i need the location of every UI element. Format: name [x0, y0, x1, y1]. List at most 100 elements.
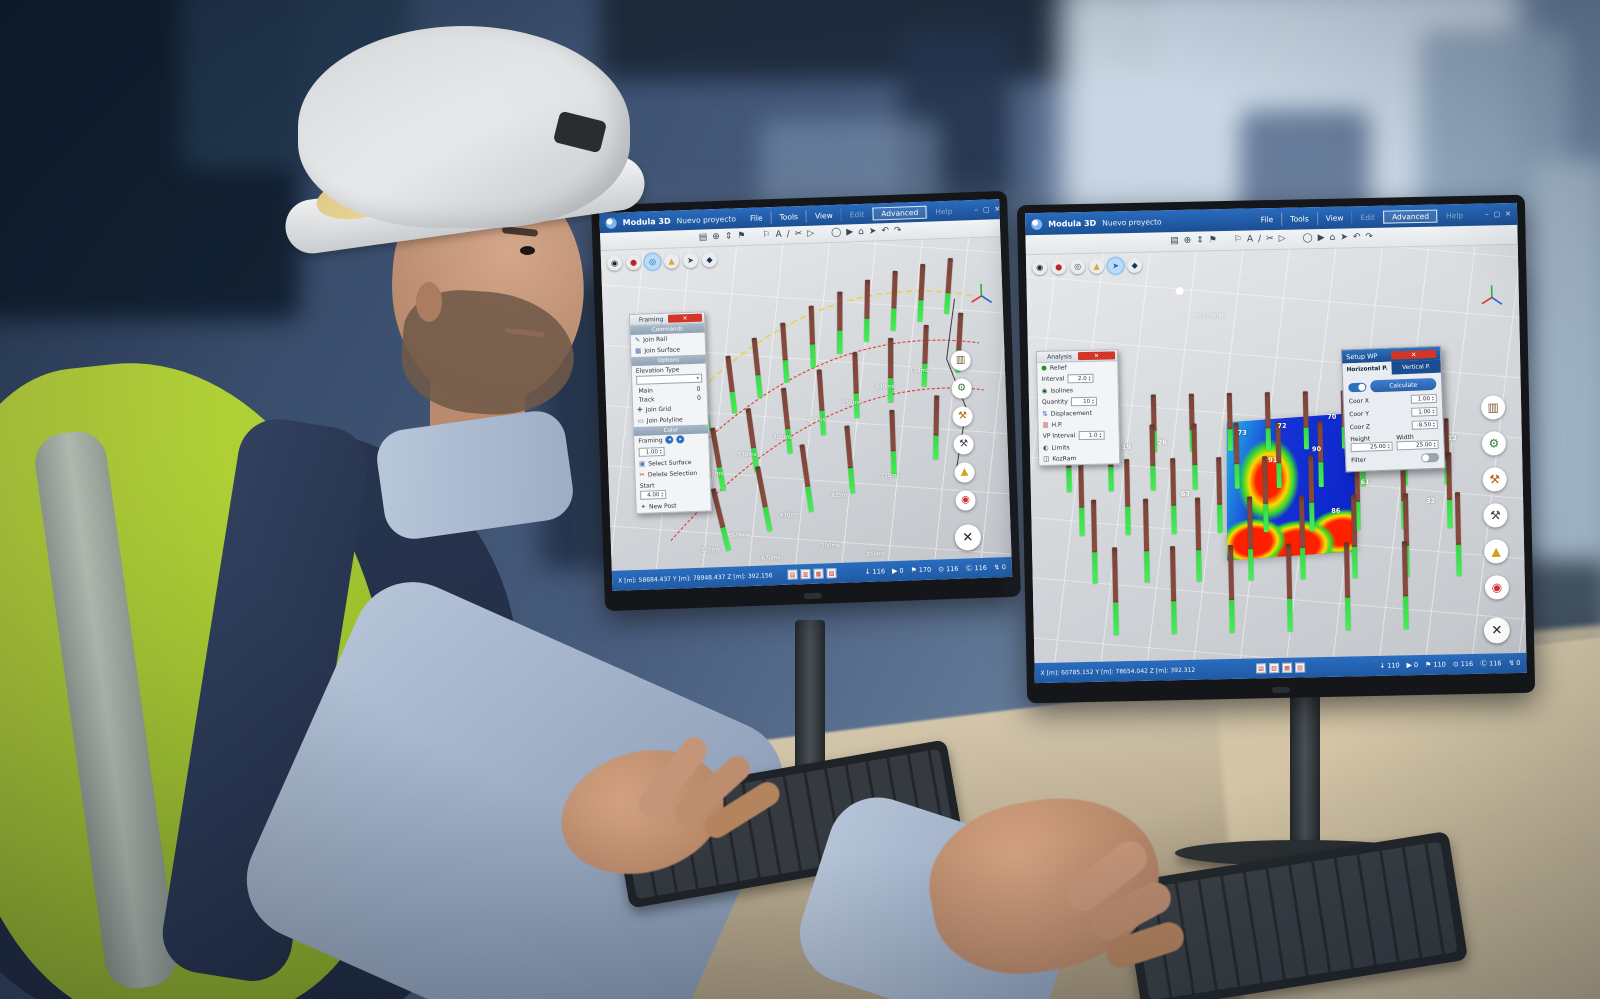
status-button[interactable]: ▥	[800, 568, 811, 580]
maximize-button[interactable]: ▢	[1493, 210, 1501, 219]
status-button[interactable]: ▦	[1281, 662, 1293, 673]
kozram-button[interactable]: ◫ KozRam	[1043, 455, 1077, 464]
menu-item[interactable]: Help	[926, 204, 961, 219]
menu-item[interactable]: Edit	[1351, 210, 1384, 224]
height-spinner[interactable]: 25.00 ▴ ▾	[1350, 441, 1393, 453]
minimize-button[interactable]: –	[974, 205, 979, 215]
toolbar-icon[interactable]: ⌂	[1329, 232, 1336, 243]
toolbar-icon[interactable]: ◯	[831, 227, 842, 239]
toolbar-icon[interactable]: ▶	[1317, 232, 1325, 244]
close-button[interactable]: ✕	[1505, 210, 1512, 219]
filter-toggle[interactable]	[1420, 452, 1440, 463]
toolbar-icon[interactable]: ⌂	[858, 226, 865, 238]
toolbar-icon[interactable]: A	[775, 229, 782, 240]
next-arrow-button[interactable]: ▸	[676, 435, 685, 444]
new-post-button[interactable]: ✦ New Post	[640, 502, 677, 512]
toolbar-icon[interactable]: ▤	[698, 232, 708, 243]
coor-y-spinner[interactable]: 1.00 ▴ ▾	[1411, 406, 1438, 417]
quick-tool-button[interactable]: ◎	[1069, 258, 1086, 275]
equipment-button[interactable]: ◉	[955, 490, 976, 511]
equipment-button[interactable]: ⚒	[1483, 503, 1508, 528]
menu-item[interactable]: Tools	[1281, 211, 1317, 226]
minimize-button[interactable]: –	[1485, 210, 1489, 219]
tab-horizontal-p[interactable]: Horizontal P.	[1342, 361, 1392, 377]
prev-arrow-button[interactable]: ◂	[665, 435, 674, 444]
quantity-spinner[interactable]: 10 ▴ ▾	[1070, 396, 1097, 407]
close-icon[interactable]: ✕	[1077, 351, 1116, 361]
toolbar-icon[interactable]: ⚑	[737, 231, 746, 242]
toolbar-icon[interactable]: ⚑	[1208, 235, 1217, 246]
quick-tool-button[interactable]: ◉	[606, 255, 623, 271]
quick-tool-button[interactable]: ◆	[701, 252, 718, 268]
enable-toggle[interactable]	[1348, 382, 1367, 392]
maximize-button[interactable]: ▢	[982, 205, 990, 214]
quick-tool-button[interactable]: ◎	[644, 254, 661, 270]
quick-tool-button[interactable]: ●	[1050, 259, 1067, 275]
pile[interactable]	[888, 338, 894, 403]
close-icon[interactable]: ✕	[1390, 349, 1437, 360]
status-button[interactable]: ▥	[1268, 662, 1280, 674]
toolbar-icon[interactable]: ⊕	[1183, 235, 1192, 246]
spinner-arrows-icon[interactable]: ▴ ▾	[661, 490, 664, 498]
quick-tool-button[interactable]: ◆	[1126, 257, 1143, 274]
toolbar-icon[interactable]: ➤	[1340, 232, 1349, 243]
toolbar-icon[interactable]: ↷	[1365, 231, 1374, 243]
menu-item[interactable]: File	[749, 212, 763, 223]
elevation-type-select[interactable]: ▾	[636, 373, 703, 385]
left-3d-viewport[interactable]: 335ms402ms538ms702ms410ms250ms890ms138ms…	[600, 237, 1012, 571]
status-button[interactable]: ▧	[1294, 662, 1306, 673]
menu-item[interactable]: View	[1316, 210, 1352, 225]
vp-interval-spinner[interactable]: 1.0 ▴ ▾	[1078, 430, 1105, 441]
toolbar-icon[interactable]: ↷	[893, 225, 902, 236]
coor-z-spinner[interactable]: -8.50 ▴ ▾	[1411, 419, 1438, 430]
toolbar-icon[interactable]: ∕	[1258, 234, 1262, 245]
quick-tool-button[interactable]: ▲	[663, 253, 680, 269]
equipment-button[interactable]: ⚙	[1481, 431, 1507, 456]
toolbar-icon[interactable]: ▤	[1170, 235, 1179, 247]
toolbar-icon[interactable]: ⇕	[724, 231, 733, 242]
spinner-arrows-icon[interactable]: ▴ ▾	[659, 447, 662, 455]
toolbar-icon[interactable]: ⊕	[712, 231, 721, 243]
quick-tool-button[interactable]: ➤	[682, 252, 699, 269]
toolbar-icon[interactable]: ▷	[807, 228, 815, 239]
toolbar-icon[interactable]: ✂	[794, 229, 803, 240]
menu-item[interactable]: Advanced	[872, 205, 927, 221]
close-button[interactable]: ✕	[994, 205, 1001, 214]
start-value-spinner[interactable]: 4.00 ▴ ▾	[640, 489, 667, 500]
toolbar-icon[interactable]: ➤	[868, 226, 877, 237]
toolbar-icon[interactable]: ↶	[1352, 232, 1361, 243]
toolbar-icon[interactable]: ↶	[881, 226, 890, 237]
equipment-button[interactable]: ⚒	[1482, 467, 1507, 492]
pile[interactable]	[837, 291, 843, 354]
calculate-button[interactable]: Calculate	[1370, 377, 1437, 393]
right-3d-viewport[interactable]: 7372709091636151322119261286 Pile center…	[1025, 244, 1527, 664]
equipment-button[interactable]: ⚒	[953, 434, 974, 455]
toolbar-icon[interactable]: ▷	[1278, 233, 1286, 244]
toolbar-icon[interactable]: ⚐	[762, 230, 771, 241]
menu-item[interactable]: Edit	[840, 207, 873, 222]
toolbar-icon[interactable]: A	[1246, 234, 1254, 245]
menu-item[interactable]: File	[1260, 214, 1274, 224]
equipment-button[interactable]: ⚙	[951, 378, 973, 399]
tab-vertical-p[interactable]: Vertical P.	[1391, 359, 1441, 375]
interval-spinner[interactable]: 2.0 ▴ ▾	[1067, 373, 1094, 384]
quick-tool-button[interactable]: ▲	[1088, 258, 1105, 274]
equipment-button[interactable]: ◉	[1484, 575, 1510, 600]
toolbar-icon[interactable]: ⇕	[1196, 235, 1204, 246]
toolbar-icon[interactable]: ✂	[1266, 234, 1274, 245]
toolbar-icon[interactable]: ∕	[786, 229, 790, 240]
toolbar-icon[interactable]: ⚐	[1233, 234, 1243, 245]
status-button[interactable]: ▤	[1255, 663, 1267, 674]
quick-tool-button[interactable]: ●	[625, 254, 642, 271]
status-button[interactable]: ▤	[787, 569, 798, 580]
framing-value-spinner[interactable]: 1.00 ▴ ▾	[638, 446, 665, 457]
menu-item[interactable]: Help	[1436, 208, 1472, 223]
equipment-button[interactable]: ⚒	[952, 406, 973, 427]
status-button[interactable]: ▧	[826, 568, 837, 579]
quick-tool-button[interactable]: ➤	[1107, 258, 1124, 274]
menu-item[interactable]: Advanced	[1382, 209, 1438, 224]
equipment-button[interactable]: ▥	[950, 350, 972, 371]
close-icon[interactable]: ✕	[667, 313, 703, 323]
coor-x-spinner[interactable]: 1.00 ▴ ▾	[1410, 393, 1437, 404]
toolbar-icon[interactable]: ◯	[1302, 233, 1313, 244]
